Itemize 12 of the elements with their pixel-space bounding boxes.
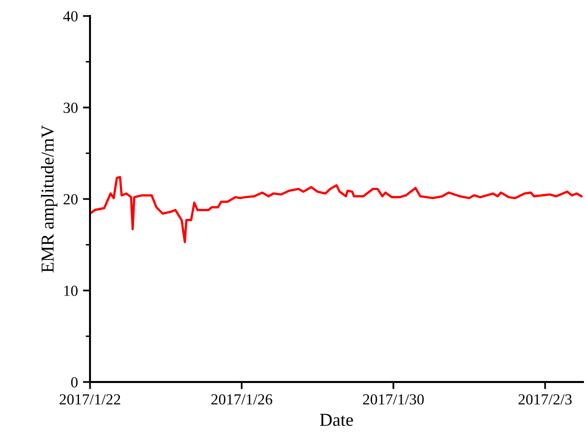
y-tick-label: 40	[63, 11, 78, 22]
line-series	[90, 176, 583, 244]
y-tick-label: 30	[64, 102, 78, 113]
x-tick-label: 2017/1/22	[60, 394, 120, 405]
y-tick-label: 0	[71, 377, 78, 388]
x-axis-title: Date	[320, 414, 353, 426]
y-tick-label: 10	[64, 286, 78, 296]
x-tick-label: 2017/2/3	[518, 394, 572, 405]
x-tick-label: 2017/1/26	[211, 394, 272, 405]
y-tick-label: 20	[64, 194, 78, 204]
y-axis-title: EMR amplitude/mV	[40, 125, 58, 272]
x-tick-label: 2017/1/30	[363, 394, 424, 405]
